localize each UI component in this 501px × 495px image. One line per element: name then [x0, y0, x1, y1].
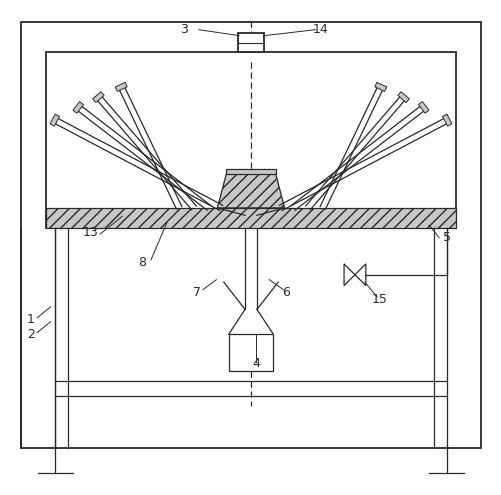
Bar [46, 52, 455, 228]
Polygon shape [374, 82, 386, 92]
Polygon shape [115, 82, 127, 92]
Text: 13: 13 [82, 226, 98, 239]
Bar [226, 169, 275, 174]
Bar [228, 334, 273, 371]
Text: 1: 1 [27, 313, 35, 326]
Polygon shape [50, 114, 60, 126]
Polygon shape [73, 101, 83, 113]
Bar [237, 33, 264, 52]
Text: 14: 14 [312, 23, 328, 36]
Polygon shape [217, 174, 284, 208]
Bar [21, 22, 480, 448]
Text: 7: 7 [192, 286, 200, 298]
Text: 5: 5 [442, 231, 449, 244]
Polygon shape [397, 92, 408, 102]
Text: 8: 8 [138, 256, 146, 269]
Text: 15: 15 [371, 293, 387, 306]
Bar [46, 208, 455, 228]
Text: 2: 2 [27, 328, 35, 341]
Polygon shape [441, 114, 451, 126]
Text: 3: 3 [180, 23, 188, 36]
Polygon shape [93, 92, 104, 102]
Text: 6: 6 [281, 286, 289, 298]
Polygon shape [418, 101, 428, 113]
Text: 4: 4 [252, 357, 260, 370]
